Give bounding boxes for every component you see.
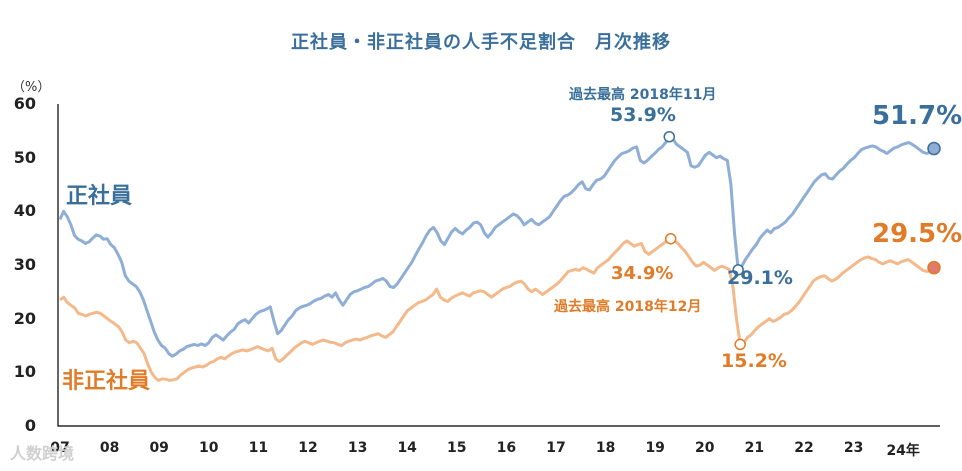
seishain-line	[58, 135, 936, 358]
seishain-peak-marker	[663, 130, 676, 143]
x-tick-label: 11	[248, 440, 269, 456]
seishain-peak-note: 過去最高 2018年11月	[569, 87, 717, 103]
x-tick-label: 15	[447, 440, 467, 456]
seishain-low-marker	[732, 264, 744, 276]
hiseishain-peak-note: 過去最高 2018年12月	[554, 299, 702, 315]
x-tick-label: 18	[595, 440, 616, 456]
seishain-peak-value: 53.9%	[610, 104, 676, 126]
x-tick-label: 22	[794, 440, 814, 456]
x-tick-label: 12	[298, 440, 318, 456]
y-tick-label: 30	[13, 255, 36, 274]
hiseishain-series-label: 非正社員	[62, 369, 151, 394]
x-tick-label: 16	[496, 440, 517, 456]
y-axis-unit: （%）	[12, 80, 51, 95]
x-tick-label: 07	[50, 440, 70, 456]
seishain-latest-marker	[927, 141, 941, 156]
hiseishain-latest-marker	[927, 260, 941, 275]
x-tick-label: 19	[645, 440, 665, 456]
x-tick-label: 17	[546, 440, 566, 456]
hiseishain-peak-value: 34.9%	[611, 263, 674, 284]
x-tick-label: 20	[695, 440, 715, 456]
y-tick-label: 20	[13, 308, 36, 328]
x-tick-label: 08	[99, 440, 120, 456]
y-tick-label: 50	[13, 147, 36, 167]
x-tick-label: 13	[347, 440, 368, 456]
hiseishain-low-marker	[734, 338, 746, 351]
y-tick-label: 40	[13, 201, 36, 221]
x-tick-label: 10	[199, 440, 219, 456]
x-tick-label: 14	[397, 440, 417, 456]
hiseishain-peak-marker	[664, 232, 677, 245]
hiseishain-low-value: 15.2%	[721, 350, 787, 372]
hiseishain-line	[59, 237, 935, 382]
axes	[57, 104, 940, 427]
seishain-series-label: 正社員	[66, 184, 133, 209]
y-tick-label: 0	[24, 416, 36, 435]
x-tick-label: 21	[744, 440, 765, 456]
x-tick-label: 24年	[886, 443, 920, 459]
watermark: 人数跨境	[10, 444, 75, 463]
y-tick-label: 10	[13, 362, 36, 382]
y-tick-label: 60	[13, 94, 36, 113]
seishain-latest-value: 51.7%	[872, 101, 962, 131]
x-tick-label: 09	[149, 440, 169, 456]
chart-title: 正社員・非正社員の人手不足割合 月次推移	[291, 32, 671, 53]
hiseishain-latest-value: 29.5%	[872, 219, 962, 249]
x-tick-label: 23	[843, 440, 864, 456]
seishain-low-value: 29.1%	[727, 267, 793, 289]
